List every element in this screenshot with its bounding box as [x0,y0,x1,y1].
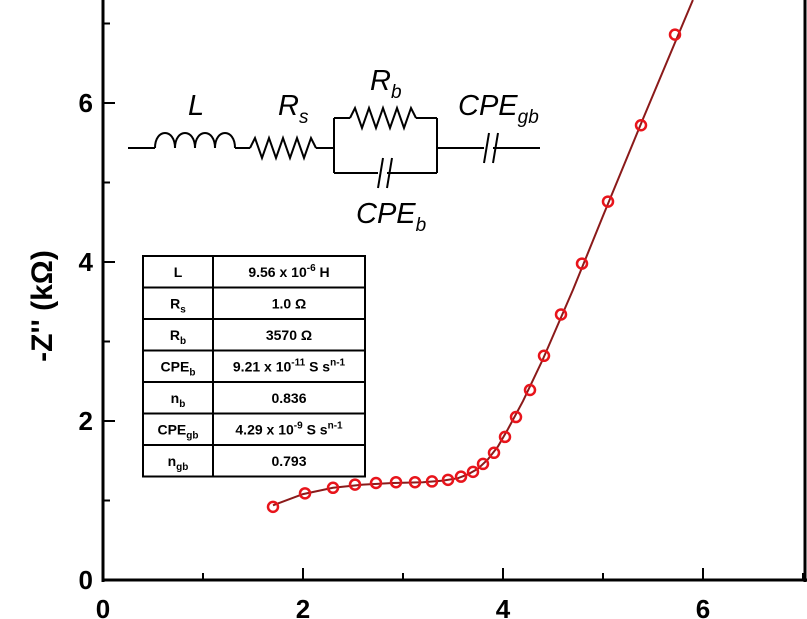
data-point [348,478,362,491]
cpegb-plate-1 [483,132,490,164]
table-frame [142,255,366,478]
y-tick-label: 2 [79,406,93,436]
table-param-value: 0.836 [271,390,306,406]
data-point [369,476,383,490]
table-param-name: ngb [168,453,189,473]
table-param-name: CPEb [161,358,196,378]
table-param-value: 9.21 x 10-11 S sn-1 [233,357,346,374]
axes [101,0,807,582]
table-param-value: 4.29 x 10-9 S sn-1 [235,420,343,437]
table-param-name: Rb [170,327,186,347]
data-point [537,349,551,363]
table-param-value: 0.793 [271,453,306,469]
data-point [298,487,312,500]
data-point [441,473,455,487]
parameter-table: L 9.56 x 10-6 H Rs 1.0 Ω Rb 3570 Ω CPEb 9.21 x … [142,255,366,478]
y-tick-label: 0 [79,565,93,595]
tick-labels: 0 2 4 6 0 2 4 6 [79,88,711,619]
x-tick-label: 4 [496,594,511,619]
label-cpeb: CPEb [356,198,426,236]
fit-line [272,0,694,507]
x-tick-label: 0 [96,594,110,619]
table-param-value: 1.0 Ω [272,295,307,311]
table-param-value: 3570 Ω [266,327,312,343]
data-point [634,119,648,132]
table-param-name: nb [171,390,186,410]
data-point [408,475,422,489]
data-point [554,308,568,321]
equivalent-circuit [128,104,540,189]
data-point [498,430,512,444]
data-point [601,195,615,208]
table-param-name: Rs [170,295,186,315]
resistor-rb-symbol [349,104,417,132]
table-param-name: L [174,264,183,280]
label-rs: Rs [278,90,309,128]
data-point [389,475,403,489]
data-point [466,465,480,479]
data-point [326,481,340,495]
y-tick-label: 4 [79,247,94,277]
inductor-symbol [154,132,236,149]
data-point [523,383,537,397]
table-param-name: CPEgb [157,421,198,441]
circuit-labels: L Rs Rb CPEb CPEgb [188,65,539,236]
resistor-rs-symbol [249,134,317,162]
data-point [476,457,490,471]
cpeb-plate-1 [377,157,384,189]
label-cpegb: CPEgb [458,90,539,128]
data-point [668,28,682,41]
data-point [487,446,501,460]
y-tick-label: 6 [79,88,93,118]
x-tick-label: 2 [296,594,310,619]
data-points [266,28,682,514]
data-point [454,470,468,483]
data-point [575,257,589,270]
data-point [425,475,439,488]
data-point [509,410,523,424]
label-l: L [188,90,204,122]
label-rb: Rb [370,65,402,103]
data-point [266,500,280,514]
table-param-value: 9.56 x 10-6 H [248,263,329,280]
ticks [102,22,804,581]
x-tick-label: 6 [696,594,710,619]
y-axis-title: -Z'' (kΩ) [26,250,59,362]
